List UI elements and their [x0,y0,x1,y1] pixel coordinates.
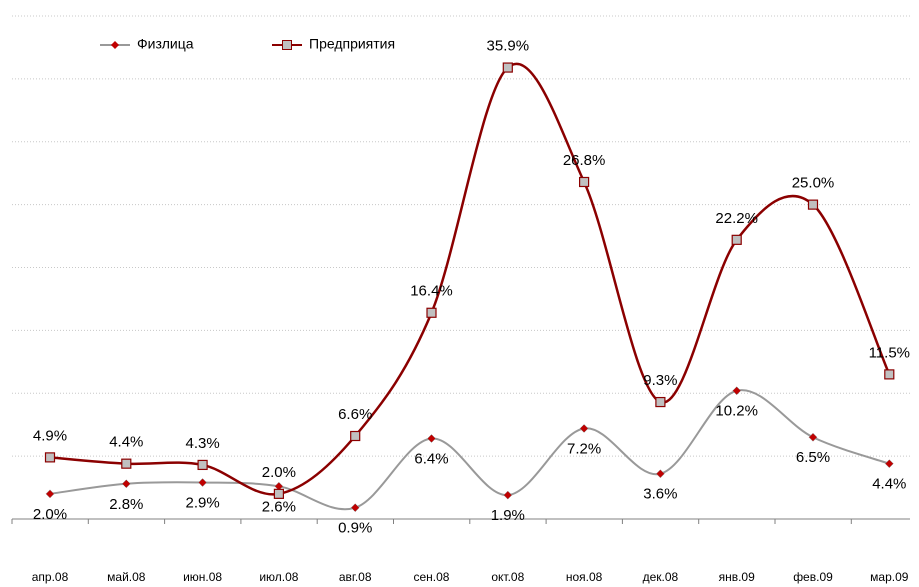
marker [121,479,131,489]
marker [273,488,284,499]
x-tick-label: май.08 [107,570,146,584]
marker [121,458,132,469]
x-tick-label: апр.08 [32,570,69,584]
x-tick-label: фев.09 [793,570,833,584]
marker [197,459,208,471]
data-label: 2.0% [33,506,67,523]
data-label: 6.5% [796,449,830,466]
x-tick-label: окт.08 [491,570,524,584]
marker [350,503,360,513]
marker [808,432,818,442]
marker [44,452,56,463]
marker [731,234,742,245]
marker [656,469,665,479]
legend-label: Физлица [137,36,194,52]
x-tick-label: дек.08 [643,570,679,584]
marker [884,369,895,380]
data-label: 22.2% [715,210,758,227]
data-label: 3.6% [643,486,677,503]
marker [807,199,819,210]
legend-marker [282,40,292,50]
data-label: 0.9% [338,520,372,537]
data-label: 6.6% [338,406,372,423]
legend-label: Предприятия [309,36,395,52]
x-tick-label: мар.09 [870,570,909,584]
x-tick-label: янв.09 [719,570,756,584]
data-label: 35.9% [487,38,530,55]
series-line [49,389,890,511]
data-label: 4.4% [109,434,143,451]
marker [502,62,513,73]
marker [578,176,590,188]
data-label: 7.2% [567,440,601,457]
marker [732,386,742,396]
marker [655,396,666,408]
data-label: 10.2% [715,403,758,420]
data-label: 4.9% [33,427,67,444]
data-label: 25.0% [792,175,835,192]
x-tick-label: ноя.08 [566,570,603,584]
x-tick-label: июн.08 [183,570,222,584]
marker [426,307,437,318]
x-tick-label: сен.08 [414,570,450,584]
data-label: 11.5% [869,344,910,361]
data-label: 26.8% [563,152,606,169]
marker [45,489,55,499]
series-line [49,62,891,496]
data-label: 2.9% [185,495,219,512]
data-label: 2.0% [262,464,296,481]
data-label: 2.6% [262,498,296,515]
marker [503,490,513,500]
legend-marker [111,41,119,49]
x-tick-label: авг.08 [339,570,372,584]
marker [350,430,361,442]
data-label: 6.4% [414,450,448,467]
x-tick-label: июл.08 [259,570,298,584]
data-label: 4.4% [872,476,906,493]
data-label: 16.4% [410,283,453,300]
data-label: 1.9% [491,507,525,524]
marker [427,434,436,443]
data-label: 9.3% [643,372,677,389]
marker [884,459,894,469]
marker [198,478,207,487]
marker [579,424,589,433]
data-label: 4.3% [185,435,219,452]
data-label: 2.8% [109,496,143,513]
